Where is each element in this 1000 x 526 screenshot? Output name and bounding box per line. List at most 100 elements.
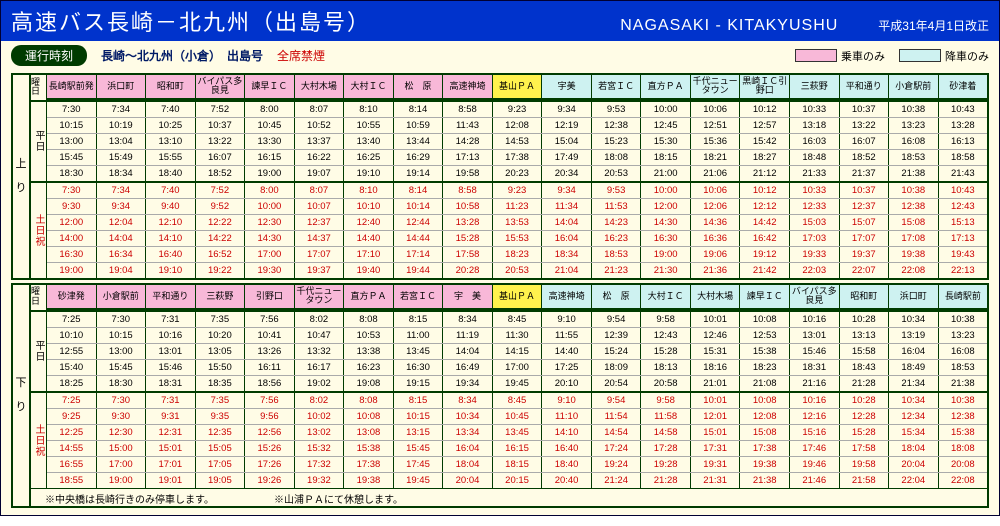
time-cell: 9:53 — [592, 183, 642, 198]
time-cell: 19:31 — [691, 457, 741, 472]
time-cell: 12:46 — [691, 328, 741, 343]
day-type-label: 土日祝 — [31, 393, 47, 488]
time-cell: 13:23 — [939, 328, 988, 343]
time-cell: 15:38 — [939, 425, 988, 440]
time-cell: 13:37 — [295, 134, 345, 149]
time-cell: 7:35 — [196, 312, 246, 327]
time-cell: 17:00 — [97, 457, 147, 472]
time-cell: 10:00 — [245, 199, 295, 214]
stop-header: 諫早ＩＣ — [740, 285, 790, 308]
swatch-cyan — [899, 49, 941, 62]
time-cell: 10:16 — [790, 312, 840, 327]
stop-header: 宇 美 — [443, 285, 493, 308]
time-cell: 13:08 — [344, 425, 394, 440]
time-cell: 20:15 — [493, 473, 543, 488]
time-cell: 15:38 — [344, 441, 394, 456]
time-cell: 18:21 — [691, 150, 741, 165]
stop-header: 黒崎ＩＣ引野口 — [740, 75, 790, 98]
time-cell: 15:53 — [493, 231, 543, 246]
time-cell: 12:55 — [47, 344, 97, 359]
time-cell: 21:42 — [740, 263, 790, 278]
time-cell: 21:16 — [790, 376, 840, 391]
time-cell: 10:02 — [295, 409, 345, 424]
time-cell: 8:58 — [443, 183, 493, 198]
time-cell: 22:07 — [840, 263, 890, 278]
time-cell: 8:07 — [295, 183, 345, 198]
time-cell: 17:26 — [245, 457, 295, 472]
time-cell: 10:37 — [196, 118, 246, 133]
time-cell: 15:04 — [542, 134, 592, 149]
time-cell: 10:37 — [840, 102, 890, 117]
time-cell: 8:02 — [295, 393, 345, 408]
time-cell: 12:06 — [691, 199, 741, 214]
time-cell: 15:08 — [740, 425, 790, 440]
time-cell: 15:32 — [295, 441, 345, 456]
stop-header: 千代ニュータウン — [295, 285, 345, 308]
note-b: ※山浦ＰＡにて休憩します。 — [274, 491, 403, 506]
time-cell: 7:40 — [146, 183, 196, 198]
stop-header: 若宮ＩＣ — [592, 75, 642, 98]
time-cell: 15:49 — [97, 150, 147, 165]
time-cell: 18:53 — [889, 150, 939, 165]
time-cell: 16:55 — [47, 457, 97, 472]
day-header: 曜日 — [31, 75, 47, 100]
stop-header: 大村木場 — [295, 75, 345, 98]
time-cell: 11:53 — [592, 199, 642, 214]
time-cell: 19:37 — [840, 247, 890, 262]
time-cell: 13:40 — [344, 134, 394, 149]
time-cell: 18:04 — [889, 441, 939, 456]
time-cell: 11:23 — [493, 199, 543, 214]
time-cell: 12:08 — [740, 409, 790, 424]
time-cell: 10:45 — [493, 409, 543, 424]
time-cell: 17:00 — [493, 360, 543, 375]
time-cell: 13:05 — [196, 344, 246, 359]
time-cell: 18:15 — [641, 150, 691, 165]
time-cell: 16:07 — [840, 134, 890, 149]
time-cell: 14:55 — [47, 441, 97, 456]
time-cell: 14:04 — [542, 215, 592, 230]
time-cell: 10:34 — [889, 312, 939, 327]
time-cell: 17:38 — [740, 441, 790, 456]
time-cell: 16:29 — [394, 150, 444, 165]
time-cell: 18:34 — [542, 247, 592, 262]
time-cell: 9:56 — [245, 409, 295, 424]
day-type-label: 平日 — [31, 102, 47, 181]
time-cell: 10:01 — [691, 393, 741, 408]
time-cell: 8:14 — [394, 183, 444, 198]
time-cell: 8:15 — [394, 393, 444, 408]
time-cell: 17:08 — [889, 231, 939, 246]
time-cell: 17:25 — [542, 360, 592, 375]
stop-header: 昭和町 — [146, 75, 196, 98]
time-cell: 17:58 — [840, 441, 890, 456]
time-cell: 17:32 — [295, 457, 345, 472]
stop-header: 直方ＰＡ — [344, 285, 394, 308]
time-cell: 16:34 — [97, 247, 147, 262]
time-cell: 8:00 — [245, 102, 295, 117]
time-cell: 15:50 — [196, 360, 246, 375]
time-cell: 19:58 — [443, 166, 493, 181]
time-cell: 17:58 — [443, 247, 493, 262]
time-cell: 19:04 — [97, 263, 147, 278]
notes: ※中央橋は長崎行きのみ停車します。※山浦ＰＡにて休憩します。 — [31, 489, 987, 506]
time-cell: 18:55 — [47, 473, 97, 488]
time-cell: 17:38 — [493, 150, 543, 165]
time-cell: 10:38 — [889, 102, 939, 117]
time-cell: 9:54 — [592, 393, 642, 408]
time-cell: 17:38 — [344, 457, 394, 472]
time-cell: 14:42 — [740, 215, 790, 230]
time-cell: 20:54 — [592, 376, 642, 391]
time-cell: 7:25 — [47, 393, 97, 408]
time-cell: 15:45 — [394, 441, 444, 456]
time-cell: 10:14 — [394, 199, 444, 214]
route-name: 長崎～北九州（小倉） 出島号 — [101, 47, 263, 64]
time-cell: 10:10 — [47, 328, 97, 343]
time-cell: 14:22 — [196, 231, 246, 246]
time-cell: 8:34 — [443, 312, 493, 327]
time-cell: 10:34 — [889, 393, 939, 408]
time-cell: 9:34 — [542, 102, 592, 117]
time-cell: 12:38 — [592, 118, 642, 133]
time-cell: 17:00 — [245, 247, 295, 262]
time-cell: 13:19 — [889, 328, 939, 343]
time-cell: 11:00 — [394, 328, 444, 343]
time-cell: 14:36 — [691, 215, 741, 230]
